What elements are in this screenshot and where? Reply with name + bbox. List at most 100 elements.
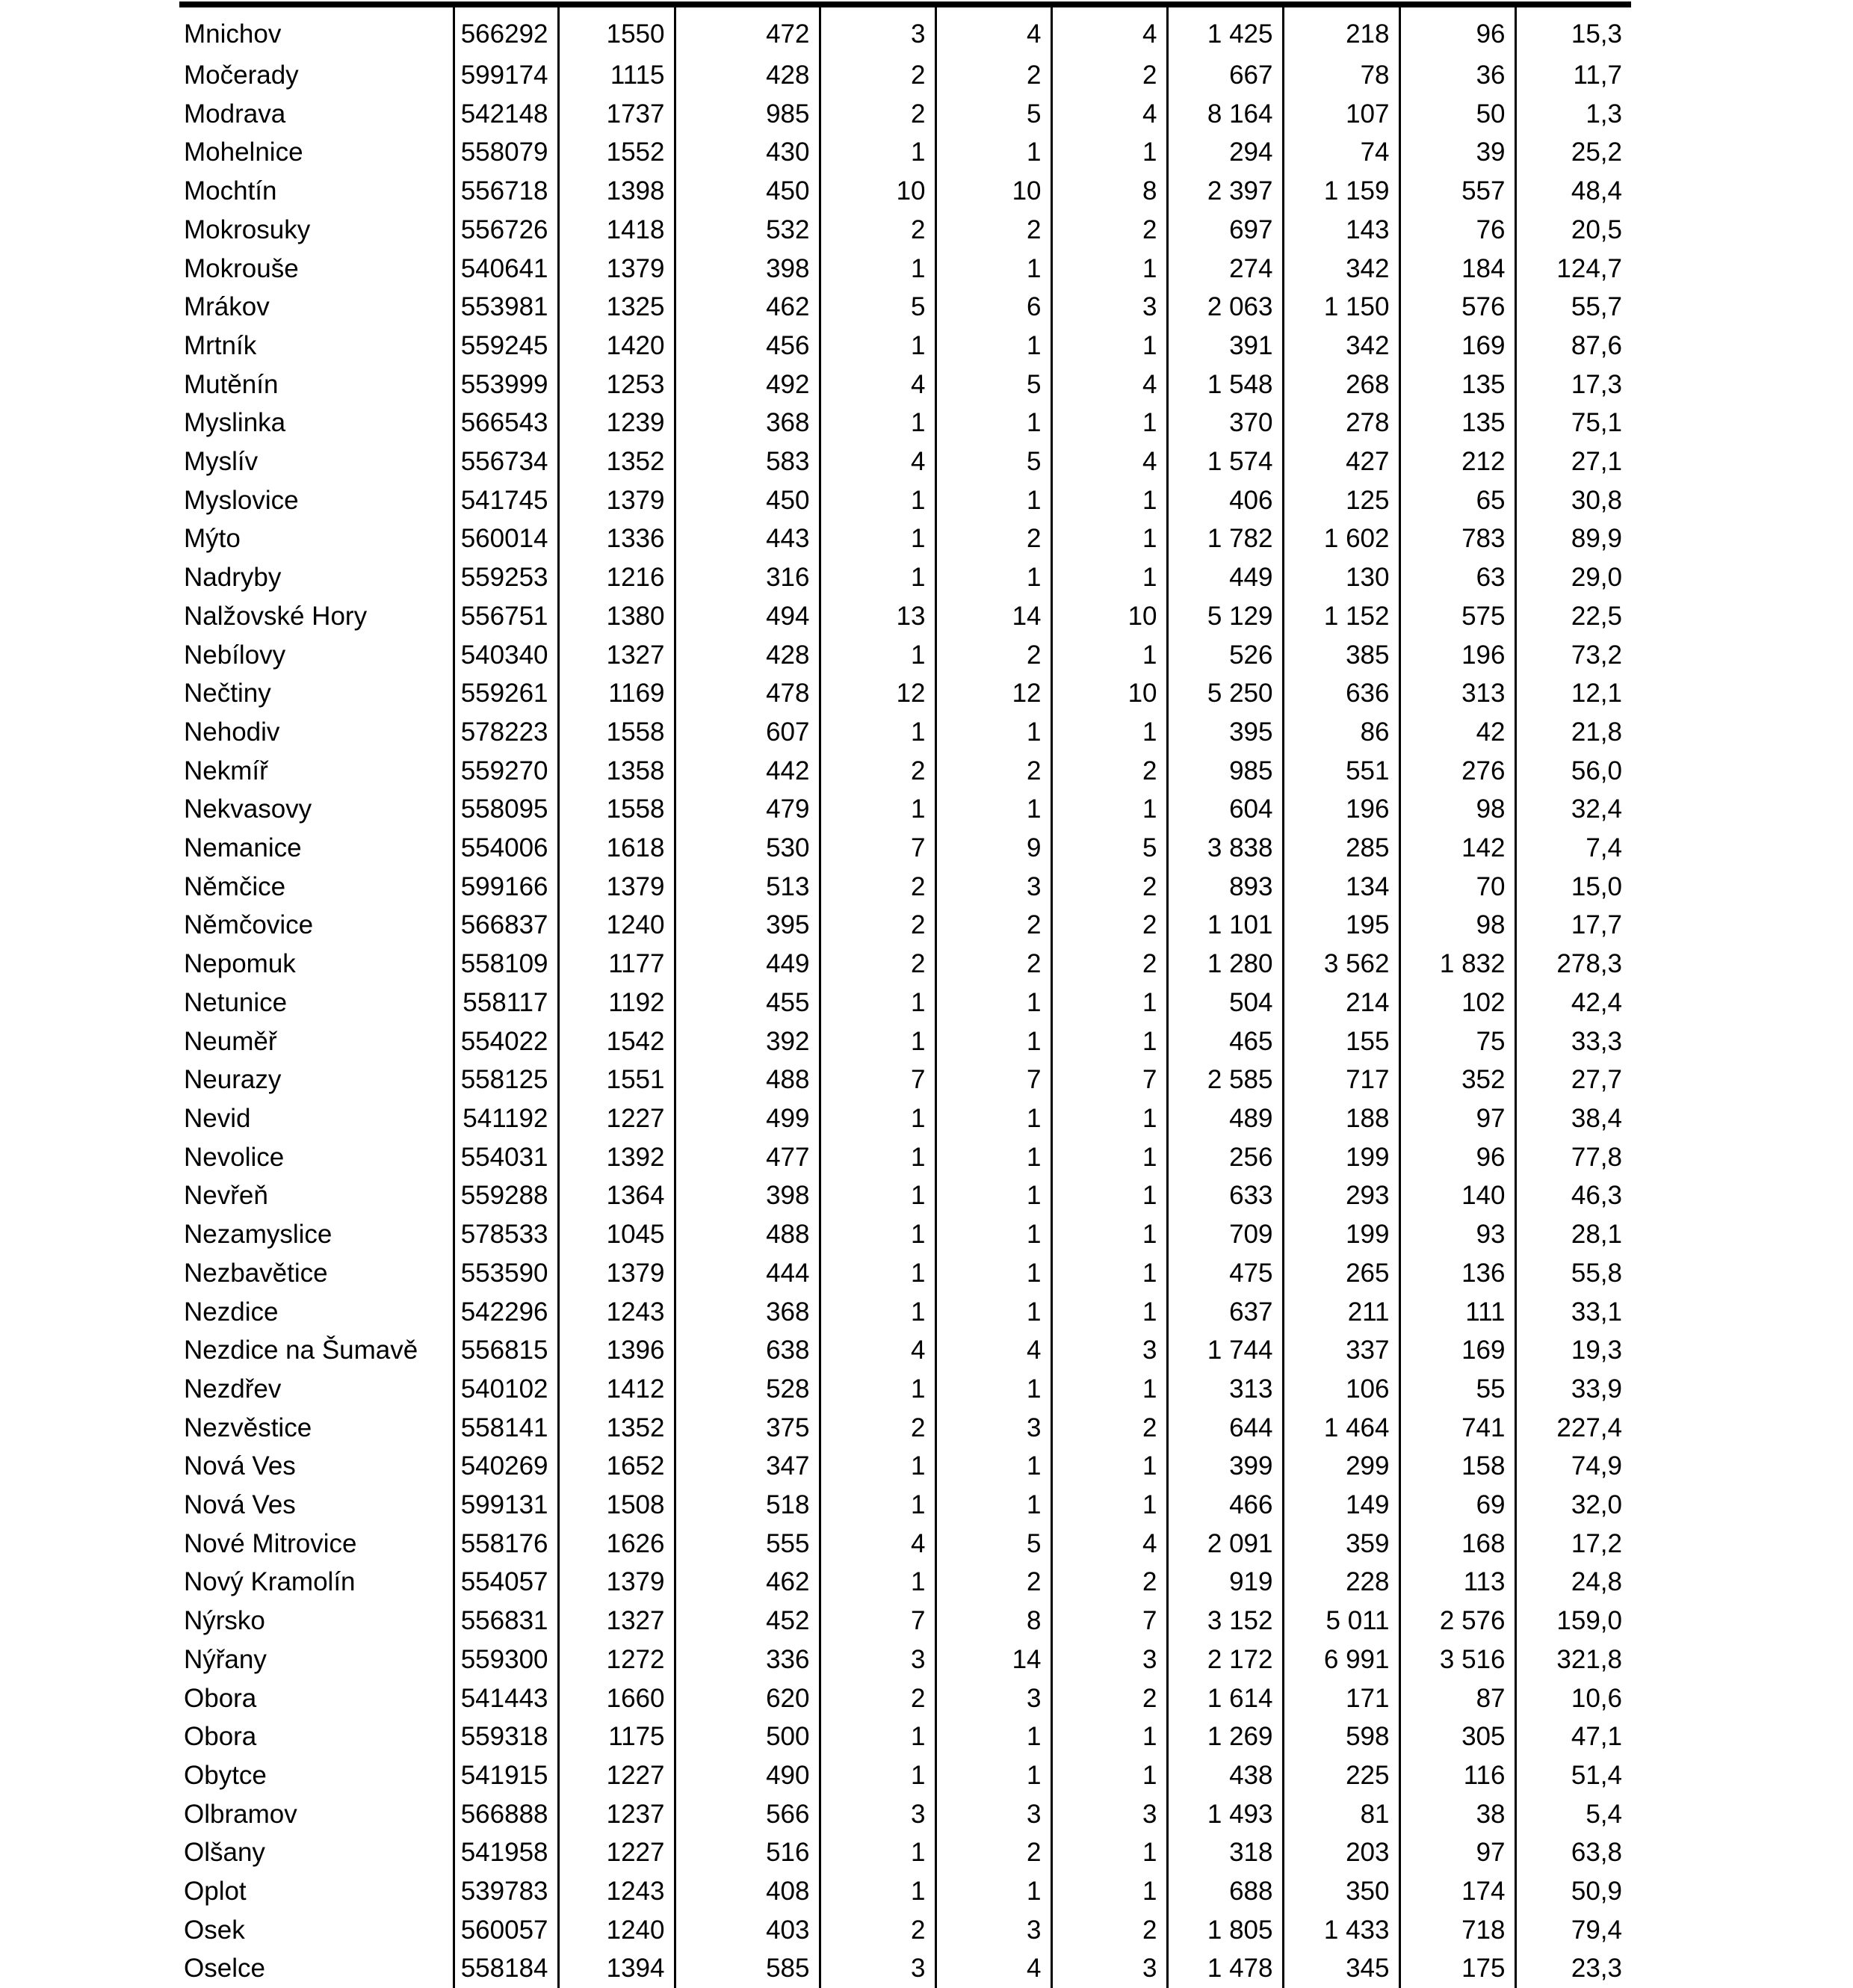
value-col-11-cell: 124,7 — [1514, 249, 1631, 288]
municipality-code-cell: 559253 — [452, 558, 558, 597]
value-col-8-cell: 294 — [1166, 133, 1283, 173]
municipality-code-cell: 540340 — [452, 635, 558, 675]
value-col-3-cell: 1243 — [557, 1292, 675, 1332]
value-col-6-cell: 1 — [934, 1137, 1051, 1177]
value-col-8-cell: 667 — [1166, 56, 1283, 95]
value-col-11-cell: 22,5 — [1514, 596, 1631, 636]
value-col-11-cell: 51,4 — [1514, 1756, 1631, 1795]
value-col-4-cell: 490 — [673, 1756, 820, 1795]
table-row: Olbramov 566888 1237 566 3 3 3 1 493 81 38 5,4 — [179, 1794, 1631, 1834]
value-col-9-cell: 218 — [1281, 1, 1399, 56]
table-row: Nekvasovy 558095 1558 479 1 1 1 604 196 98 32,4 — [179, 790, 1631, 830]
table-row: Nezdřev 540102 1412 528 1 1 1 313 106 55 33,9 — [179, 1369, 1631, 1409]
value-col-8-cell: 526 — [1166, 635, 1283, 675]
value-col-10-cell: 158 — [1398, 1447, 1515, 1487]
municipality-name-cell: Modrava — [184, 99, 286, 129]
municipality-name-cell: Nový Kramolín — [184, 1567, 356, 1597]
value-col-9-cell: 86 — [1281, 712, 1399, 752]
municipality-code-cell: 559300 — [452, 1640, 558, 1679]
value-col-8-cell: 313 — [1166, 1369, 1283, 1409]
value-col-5-cell: 1 — [818, 1717, 935, 1756]
value-col-3-cell: 1379 — [557, 1563, 675, 1602]
value-col-6-cell: 1 — [934, 1369, 1051, 1409]
municipality-code-cell: 558184 — [452, 1949, 558, 1988]
value-col-6-cell: 8 — [934, 1602, 1051, 1640]
municipality-name-cell: Nevřeň — [184, 1181, 268, 1211]
value-col-9-cell: 214 — [1281, 983, 1399, 1022]
value-col-8-cell: 318 — [1166, 1833, 1283, 1873]
value-col-11-cell: 23,3 — [1514, 1949, 1631, 1988]
value-col-9-cell: 350 — [1281, 1872, 1399, 1911]
value-col-11-cell: 10,6 — [1514, 1679, 1631, 1718]
value-col-9-cell: 359 — [1281, 1524, 1399, 1563]
value-col-10-cell: 97 — [1398, 1099, 1515, 1138]
value-col-4-cell: 478 — [673, 674, 820, 713]
value-col-5-cell: 3 — [818, 1640, 935, 1679]
municipality-name-cell: Obytce — [184, 1760, 267, 1790]
value-col-5-cell: 12 — [818, 674, 935, 713]
value-col-3-cell: 1237 — [557, 1794, 675, 1834]
value-col-9-cell: 1 150 — [1281, 288, 1399, 327]
value-col-7-cell: 1 — [1050, 326, 1167, 365]
municipality-code-cell: 553999 — [452, 365, 558, 404]
municipality-code-cell: 566837 — [452, 906, 558, 945]
municipality-name-cell: Nové Mitrovice — [184, 1528, 357, 1558]
municipality-name-cell: Mochtín — [184, 176, 277, 206]
value-col-3-cell: 1177 — [557, 945, 675, 984]
municipality-code-cell: 566543 — [452, 404, 558, 443]
value-col-6-cell: 2 — [934, 635, 1051, 675]
value-col-11-cell: 33,9 — [1514, 1369, 1631, 1409]
value-col-3-cell: 1379 — [557, 1253, 675, 1293]
value-col-5-cell: 1 — [818, 1756, 935, 1795]
value-col-9-cell: 134 — [1281, 867, 1399, 907]
value-col-4-cell: 532 — [673, 210, 820, 250]
value-col-6-cell: 9 — [934, 829, 1051, 868]
value-col-9-cell: 385 — [1281, 635, 1399, 675]
value-col-11-cell: 56,0 — [1514, 751, 1631, 791]
value-col-11-cell: 24,8 — [1514, 1563, 1631, 1602]
value-col-6-cell: 1 — [934, 1872, 1051, 1911]
municipality-name-cell: Netunice — [184, 987, 288, 1017]
value-col-11-cell: 17,7 — [1514, 906, 1631, 945]
value-col-3-cell: 1552 — [557, 133, 675, 173]
value-col-11-cell: 77,8 — [1514, 1137, 1631, 1177]
value-col-4-cell: 316 — [673, 558, 820, 597]
value-col-6-cell: 1 — [934, 1176, 1051, 1216]
value-col-10-cell: 174 — [1398, 1872, 1515, 1911]
value-col-3-cell: 1327 — [557, 635, 675, 675]
value-col-5-cell: 1 — [818, 133, 935, 173]
value-col-10-cell: 718 — [1398, 1910, 1515, 1950]
value-col-6-cell: 1 — [934, 1022, 1051, 1061]
municipality-code-cell: 556815 — [452, 1331, 558, 1370]
value-col-11-cell: 33,1 — [1514, 1292, 1631, 1332]
value-col-11-cell: 1,3 — [1514, 94, 1631, 134]
table-row: Mokrouše 540641 1379 398 1 1 1 274 342 184 124,7 — [179, 249, 1631, 288]
municipality-code-cell: 541192 — [452, 1099, 558, 1138]
value-col-5-cell: 1 — [818, 1486, 935, 1525]
value-col-5-cell: 1 — [818, 790, 935, 830]
value-col-8-cell: 3 838 — [1166, 829, 1283, 868]
value-col-4-cell: 638 — [673, 1331, 820, 1370]
value-col-8-cell: 5 250 — [1166, 674, 1283, 713]
value-col-3-cell: 1325 — [557, 288, 675, 327]
value-col-9-cell: 5 011 — [1281, 1602, 1399, 1640]
value-col-3-cell: 1253 — [557, 365, 675, 404]
value-col-11-cell: 63,8 — [1514, 1833, 1631, 1873]
value-col-8-cell: 399 — [1166, 1447, 1283, 1487]
value-col-11-cell: 11,7 — [1514, 56, 1631, 95]
value-col-11-cell: 79,4 — [1514, 1910, 1631, 1950]
value-col-9-cell: 285 — [1281, 829, 1399, 868]
municipality-name-cell: Olbramov — [184, 1799, 297, 1829]
value-col-4-cell: 555 — [673, 1524, 820, 1563]
table-row: Nečtiny 559261 1169 478 12 12 10 5 250 636 313 12,… — [179, 674, 1631, 713]
value-col-11-cell: 28,1 — [1514, 1215, 1631, 1254]
municipality-code-cell: 558141 — [452, 1408, 558, 1448]
value-col-9-cell: 188 — [1281, 1099, 1399, 1138]
value-col-7-cell: 2 — [1050, 906, 1167, 945]
value-col-3-cell: 1558 — [557, 712, 675, 752]
value-col-3-cell: 1358 — [557, 751, 675, 791]
value-col-7-cell: 7 — [1050, 1061, 1167, 1099]
value-col-6-cell: 1 — [934, 481, 1051, 520]
value-col-11-cell: 19,3 — [1514, 1331, 1631, 1370]
value-col-3-cell: 1550 — [557, 1, 675, 56]
